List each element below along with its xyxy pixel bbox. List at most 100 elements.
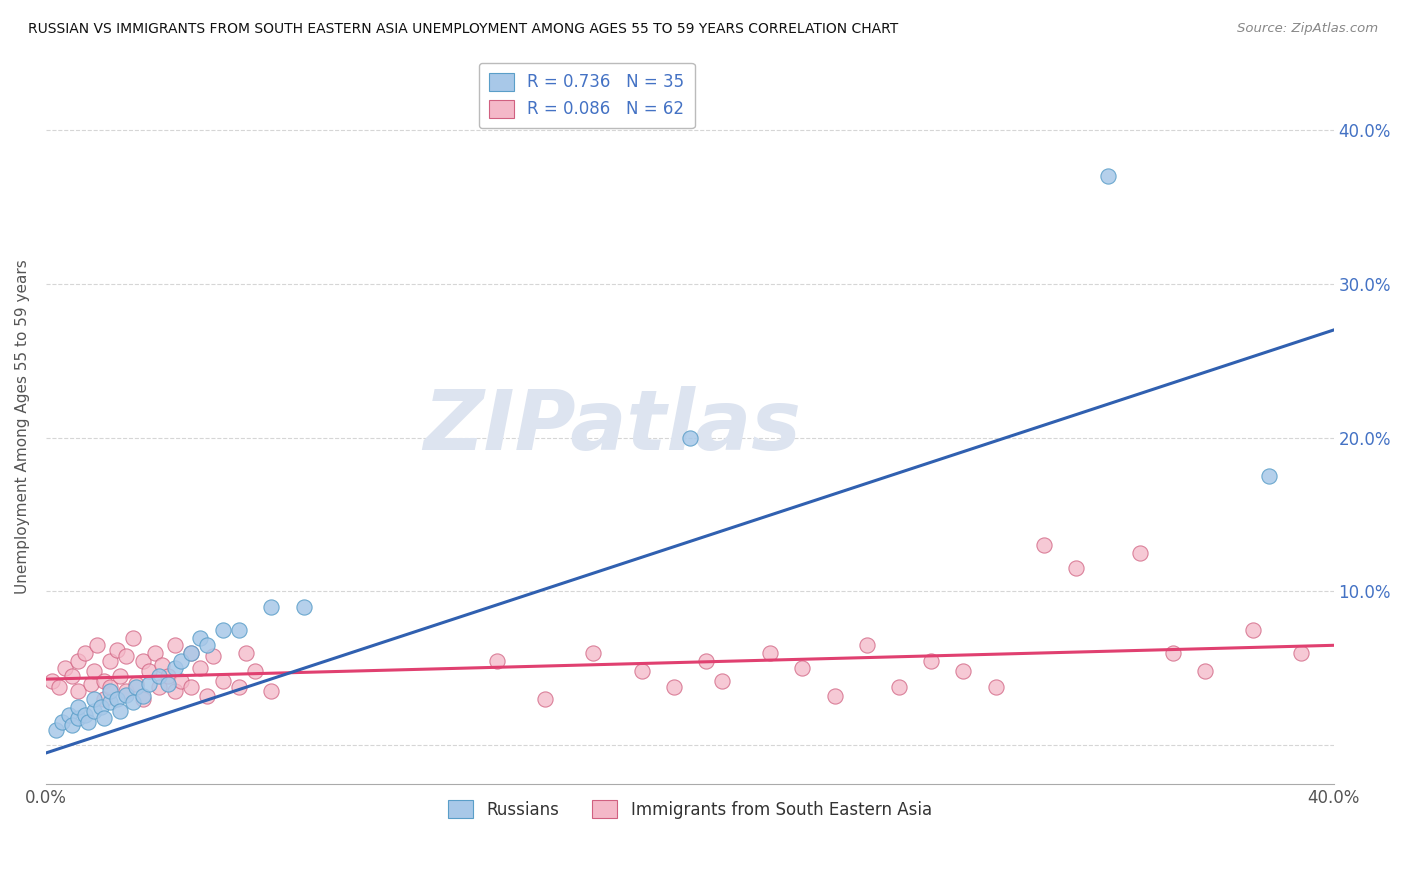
- Point: [73, 646, 96, 660]
- Point: [157, 677, 180, 691]
- Point: [108, 705, 131, 719]
- Point: [260, 684, 283, 698]
- Point: [105, 643, 128, 657]
- Point: [108, 669, 131, 683]
- Point: [180, 646, 202, 660]
- Point: [145, 646, 167, 660]
- Point: [1032, 538, 1054, 552]
- Point: [1194, 665, 1216, 679]
- Point: [53, 661, 76, 675]
- Point: [190, 631, 212, 645]
- Point: [582, 646, 605, 660]
- Text: RUSSIAN VS IMMIGRANTS FROM SOUTH EASTERN ASIA UNEMPLOYMENT AMONG AGES 55 TO 59 Y: RUSSIAN VS IMMIGRANTS FROM SOUTH EASTERN…: [28, 22, 898, 37]
- Point: [170, 673, 193, 688]
- Y-axis label: Unemployment Among Ages 55 to 59 years: Unemployment Among Ages 55 to 59 years: [15, 259, 30, 593]
- Point: [662, 680, 685, 694]
- Point: [150, 658, 173, 673]
- Point: [792, 661, 814, 675]
- Point: [131, 689, 153, 703]
- Point: [41, 673, 63, 688]
- Point: [180, 646, 202, 660]
- Point: [115, 684, 138, 698]
- Point: [80, 677, 103, 691]
- Point: [48, 680, 70, 694]
- Point: [45, 723, 67, 737]
- Point: [93, 673, 115, 688]
- Point: [93, 710, 115, 724]
- Point: [245, 665, 267, 679]
- Point: [98, 695, 121, 709]
- Point: [163, 684, 186, 698]
- Point: [138, 677, 160, 691]
- Point: [51, 715, 73, 730]
- Point: [1291, 646, 1313, 660]
- Point: [1064, 561, 1087, 575]
- Point: [695, 654, 717, 668]
- Point: [60, 669, 83, 683]
- Point: [122, 695, 145, 709]
- Point: [260, 599, 283, 614]
- Point: [824, 689, 846, 703]
- Point: [1241, 623, 1264, 637]
- Point: [131, 654, 153, 668]
- Point: [984, 680, 1007, 694]
- Point: [83, 692, 105, 706]
- Point: [76, 715, 98, 730]
- Point: [1161, 646, 1184, 660]
- Point: [125, 680, 148, 694]
- Point: [180, 680, 202, 694]
- Point: [67, 654, 90, 668]
- Point: [58, 707, 80, 722]
- Point: [534, 692, 557, 706]
- Point: [856, 638, 879, 652]
- Point: [105, 692, 128, 706]
- Point: [485, 654, 508, 668]
- Point: [195, 638, 218, 652]
- Point: [170, 654, 193, 668]
- Point: [952, 665, 974, 679]
- Point: [920, 654, 942, 668]
- Point: [115, 649, 138, 664]
- Point: [98, 684, 121, 698]
- Point: [131, 692, 153, 706]
- Point: [83, 665, 105, 679]
- Point: [887, 680, 910, 694]
- Point: [711, 673, 734, 688]
- Point: [138, 665, 160, 679]
- Point: [202, 649, 225, 664]
- Point: [67, 710, 90, 724]
- Point: [90, 699, 112, 714]
- Point: [157, 669, 180, 683]
- Point: [86, 638, 108, 652]
- Point: [60, 718, 83, 732]
- Point: [235, 646, 257, 660]
- Point: [98, 680, 121, 694]
- Point: [67, 684, 90, 698]
- Point: [228, 680, 250, 694]
- Point: [1129, 546, 1152, 560]
- Point: [125, 677, 148, 691]
- Point: [759, 646, 782, 660]
- Point: [292, 599, 315, 614]
- Text: Source: ZipAtlas.com: Source: ZipAtlas.com: [1237, 22, 1378, 36]
- Point: [1097, 169, 1119, 184]
- Point: [98, 654, 121, 668]
- Point: [190, 661, 212, 675]
- Point: [212, 623, 235, 637]
- Point: [163, 638, 186, 652]
- Point: [148, 680, 170, 694]
- Point: [228, 623, 250, 637]
- Point: [212, 673, 235, 688]
- Text: ZIPatlas: ZIPatlas: [423, 385, 801, 467]
- Legend: Russians, Immigrants from South Eastern Asia: Russians, Immigrants from South Eastern …: [441, 794, 938, 825]
- Point: [148, 669, 170, 683]
- Point: [679, 431, 702, 445]
- Point: [67, 699, 90, 714]
- Point: [195, 689, 218, 703]
- Point: [93, 692, 115, 706]
- Point: [1258, 469, 1281, 483]
- Point: [163, 661, 186, 675]
- Point: [122, 631, 145, 645]
- Point: [115, 688, 138, 702]
- Point: [83, 705, 105, 719]
